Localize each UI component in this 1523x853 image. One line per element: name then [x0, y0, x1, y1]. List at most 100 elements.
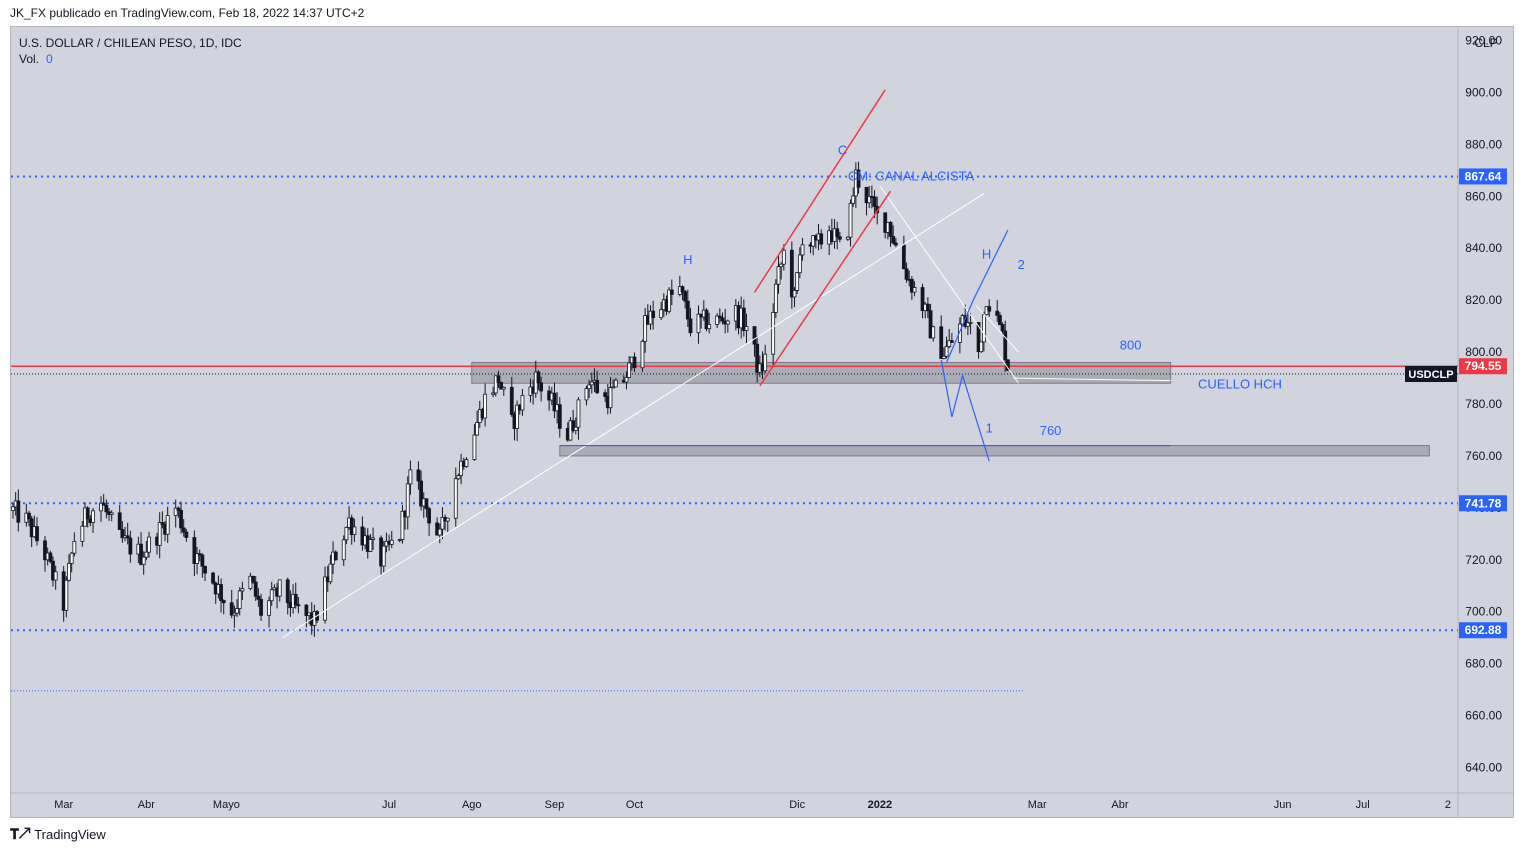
candle-body	[69, 552, 74, 564]
candle-body	[595, 379, 600, 394]
candle-body	[968, 322, 973, 324]
candle-body	[997, 314, 1002, 325]
candle-body	[459, 460, 464, 476]
candle-body	[408, 469, 413, 485]
candle-body	[405, 483, 410, 518]
candle-body	[381, 545, 386, 567]
candle-body	[779, 263, 784, 268]
candle-body	[277, 579, 282, 597]
candle-body	[856, 169, 861, 188]
candle-body	[795, 272, 800, 291]
y-tick-label: 920.00	[1465, 33, 1502, 47]
candle-body	[192, 537, 197, 564]
candle-body	[219, 584, 223, 601]
annotation-h-right: H	[982, 247, 991, 262]
candle-body	[493, 375, 498, 394]
candle-body	[400, 510, 405, 540]
annotation-channel: CM: CANAL ALCISTA	[848, 169, 975, 184]
candle-body	[464, 459, 469, 467]
candle-body	[437, 528, 442, 536]
candle-body	[931, 326, 936, 339]
x-tick-label: Jul	[1356, 799, 1370, 811]
candle-body	[453, 478, 458, 519]
candle-body	[941, 355, 946, 359]
candle-body	[109, 512, 114, 515]
candle-body	[509, 386, 514, 415]
pattern-line	[945, 229, 1009, 363]
candle-body	[704, 309, 709, 330]
candle-body	[659, 309, 664, 319]
candle-body	[683, 291, 688, 302]
y-tick-label: 780.00	[1465, 397, 1502, 411]
candle-body	[781, 249, 786, 265]
candle-body	[472, 434, 477, 460]
candle-body	[627, 362, 632, 378]
last-price-badge	[1459, 358, 1507, 375]
candle-body	[139, 543, 143, 565]
last-price-label: 794.55	[1465, 359, 1502, 373]
y-tick-label: 760.00	[1465, 449, 1502, 463]
candle-body	[269, 589, 274, 602]
candle-body	[893, 242, 898, 246]
candle-body	[624, 377, 629, 383]
candle-body	[72, 540, 77, 554]
annotation-2: 2	[1018, 257, 1025, 272]
candle-body	[48, 552, 53, 562]
candle-body	[589, 381, 594, 386]
candle-body	[221, 600, 226, 604]
level-badge-label: 692.88	[1465, 623, 1502, 637]
candle-body	[792, 290, 797, 298]
chart-frame[interactable]: 640.00660.00680.00700.00720.00740.00760.…	[10, 26, 1514, 818]
volume-value: 0	[46, 52, 53, 66]
price-axis-unit: CLP	[1474, 36, 1497, 50]
candle-body	[304, 604, 309, 616]
candle-body	[520, 394, 525, 411]
candle-body	[944, 346, 949, 357]
candle-body	[667, 289, 672, 312]
footer: 𝐓↗ TradingView	[10, 826, 106, 843]
candle-body	[371, 537, 375, 540]
publish-info: JK_FX publicado en TradingView.com, Feb …	[10, 6, 365, 20]
y-tick-label: 700.00	[1465, 605, 1502, 619]
candle-body	[912, 287, 917, 293]
level-badge	[1459, 168, 1507, 185]
candle-body	[483, 393, 488, 419]
tradingview-logo-icon: 𝐓↗	[10, 826, 31, 842]
candle-body	[176, 507, 181, 511]
candle-body	[901, 244, 906, 270]
candle-body	[235, 608, 239, 614]
chart-svg[interactable]: 640.00660.00680.00700.00720.00740.00760.…	[11, 27, 1513, 817]
candle-body	[85, 507, 90, 520]
x-tick-label: Dic	[789, 799, 805, 811]
candle-body	[165, 515, 170, 535]
candle-body	[819, 233, 824, 245]
candle-body	[976, 322, 981, 353]
candle-body	[848, 202, 853, 238]
candle-body	[253, 581, 258, 597]
candle-body	[256, 595, 261, 600]
candle-body	[888, 222, 893, 237]
level-badge	[1459, 495, 1507, 512]
candle-body	[368, 539, 373, 552]
candle-body	[101, 502, 106, 506]
candle-body	[845, 236, 850, 240]
candle-body	[200, 554, 205, 567]
x-tick-label: Jun	[1274, 799, 1292, 811]
candle-body	[211, 572, 215, 584]
candle-body	[157, 522, 162, 546]
candle-body	[611, 386, 616, 389]
candle-body	[296, 604, 301, 607]
candle-body	[237, 590, 242, 609]
y-tick-label: 900.00	[1465, 85, 1502, 99]
channel-line	[753, 89, 886, 293]
candle-body	[173, 507, 178, 516]
candle-body	[744, 326, 749, 331]
annotation-neckline: CUELLO HCH	[1198, 376, 1282, 391]
candle-body	[925, 303, 930, 312]
x-tick-label: Abr	[138, 799, 155, 811]
candle-body	[904, 268, 909, 280]
level-badge	[1459, 622, 1507, 639]
candle-body	[680, 286, 685, 292]
candle-body	[539, 382, 544, 392]
candle-body	[427, 508, 431, 524]
